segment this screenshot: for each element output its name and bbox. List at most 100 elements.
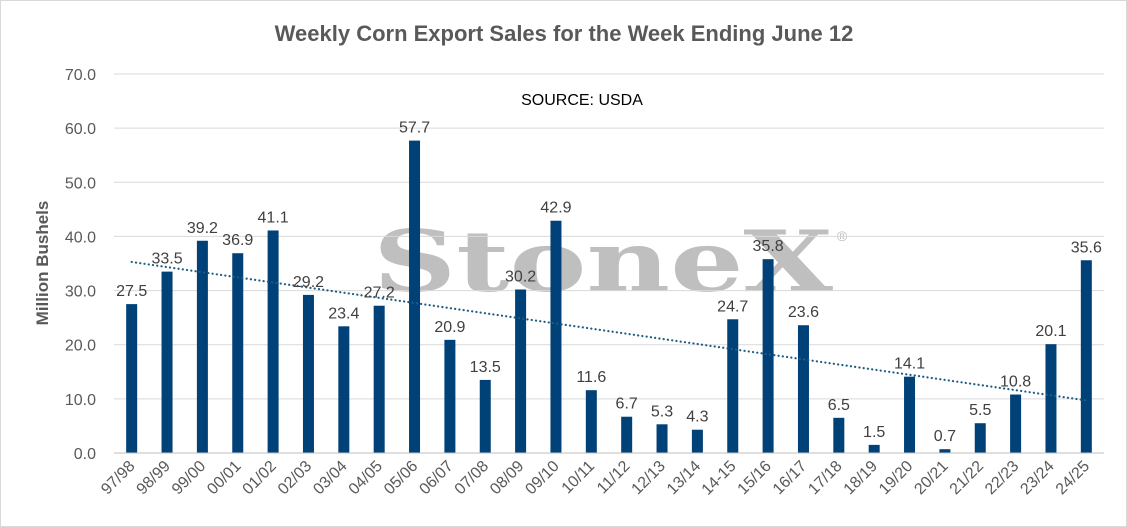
y-tick-label: 0.0 (74, 446, 96, 463)
x-tick-label: 04/05 (346, 458, 386, 498)
data-label: 30.2 (505, 268, 536, 285)
bar (161, 271, 173, 453)
bar (621, 416, 633, 453)
data-label: 0.7 (934, 428, 956, 445)
data-label: 33.5 (151, 251, 182, 268)
y-tick-label: 20.0 (65, 338, 96, 355)
x-tick-label: 20/21 (911, 458, 951, 498)
x-tick-label: 18/19 (841, 458, 881, 498)
data-label: 35.6 (1071, 239, 1102, 256)
data-label: 57.7 (399, 120, 430, 137)
bar (444, 339, 456, 453)
bar (691, 429, 703, 453)
data-labels: 27.533.5 39.236.9 41.1 29.223.4 27.2 57.7 20.9… (116, 120, 1102, 446)
y-tick-label: 30.0 (65, 284, 96, 301)
bar (338, 326, 350, 453)
bar (302, 294, 314, 453)
bar (833, 417, 845, 453)
bar (267, 230, 279, 453)
x-tick-label: 06/07 (416, 458, 456, 498)
bar (585, 390, 597, 453)
data-label: 27.5 (116, 283, 147, 300)
bar (1045, 344, 1057, 453)
x-tick-label: 00/01 (204, 458, 244, 498)
x-tick-label: 12/13 (629, 458, 669, 498)
x-tick-label: 24/25 (1053, 458, 1093, 498)
stonex-watermark: StoneX ® (373, 212, 848, 311)
x-tick-label: 05/06 (381, 458, 421, 498)
data-label: 6.5 (828, 397, 850, 414)
x-tick-label: 08/09 (487, 458, 527, 498)
x-tick-label: 01/02 (240, 458, 280, 498)
chart-title: Weekly Corn Export Sales for the Week En… (275, 21, 854, 46)
y-axis-ticks: 0.0 10.0 20.0 30.0 40.0 50.0 60.0 70.0 (65, 67, 96, 463)
data-label: 5.5 (969, 402, 991, 419)
bar (126, 304, 138, 453)
bar (1080, 260, 1092, 453)
bar (868, 444, 880, 453)
data-label: 41.1 (258, 209, 289, 226)
data-label: 11.6 (576, 369, 606, 386)
bar (797, 325, 809, 453)
y-axis-label: Million Bushels (33, 201, 52, 326)
bar (550, 220, 562, 453)
bar (373, 305, 385, 453)
bar (409, 140, 421, 454)
watermark-text: StoneX (373, 212, 834, 311)
x-tick-label: 16/17 (770, 458, 810, 498)
data-label: 35.8 (753, 238, 784, 255)
x-tick-label: 15/16 (735, 458, 775, 498)
bar (727, 319, 739, 453)
x-tick-label: 02/03 (275, 458, 315, 498)
bar (939, 449, 951, 453)
y-tick-label: 70.0 (65, 67, 96, 84)
data-label: 4.3 (686, 409, 708, 426)
x-tick-label: 23/24 (1017, 458, 1057, 498)
x-tick-label: 17/18 (805, 458, 845, 498)
bar (1010, 394, 1022, 453)
x-tick-label: 13/14 (664, 458, 704, 498)
x-tick-label: 11/12 (594, 458, 634, 498)
bar (656, 424, 668, 453)
y-tick-label: 60.0 (65, 121, 96, 138)
y-tick-label: 10.0 (65, 392, 96, 409)
data-label: 20.1 (1035, 323, 1066, 340)
x-axis-ticks: 97/9898/9999/0000/0101/0202/0303/0404/05… (98, 458, 1093, 499)
x-tick-label: 19/20 (876, 458, 916, 498)
data-label: 27.2 (364, 285, 395, 302)
data-label: 42.9 (540, 200, 571, 217)
data-label: 39.2 (187, 220, 218, 237)
bar (232, 253, 244, 453)
x-tick-label: 09/10 (522, 458, 562, 498)
data-label: 23.4 (328, 305, 359, 322)
bar (196, 240, 208, 453)
x-tick-label: 07/08 (452, 458, 492, 498)
x-tick-label: 22/23 (982, 458, 1022, 498)
x-tick-label: 21/22 (947, 458, 987, 498)
data-label: 13.5 (470, 359, 501, 376)
data-label: 6.7 (616, 396, 638, 413)
y-tick-label: 40.0 (65, 229, 96, 246)
x-tick-label: 98/99 (134, 458, 174, 498)
x-tick-label: 97/98 (98, 458, 138, 498)
x-tick-label: 14-15 (699, 458, 740, 499)
data-label: 10.8 (1000, 374, 1031, 391)
data-label: 23.6 (788, 304, 819, 321)
bar (515, 289, 527, 453)
bar (974, 423, 986, 453)
data-label: 1.5 (863, 424, 885, 441)
data-label: 29.2 (293, 274, 324, 291)
data-label: 14.1 (894, 356, 925, 373)
bar (904, 376, 916, 453)
x-tick-label: 03/04 (310, 458, 350, 498)
bar (479, 379, 491, 453)
x-tick-label: 99/00 (169, 458, 209, 498)
data-label: 24.7 (717, 298, 748, 315)
data-label: 5.3 (651, 403, 673, 420)
y-tick-label: 50.0 (65, 175, 96, 192)
trendline (130, 260, 1088, 402)
bars (126, 140, 1092, 454)
x-tick-label: 10/11 (559, 458, 599, 498)
